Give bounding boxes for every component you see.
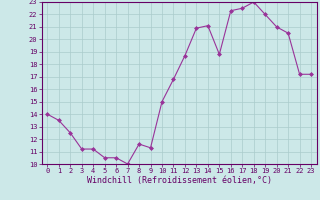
X-axis label: Windchill (Refroidissement éolien,°C): Windchill (Refroidissement éolien,°C): [87, 176, 272, 185]
